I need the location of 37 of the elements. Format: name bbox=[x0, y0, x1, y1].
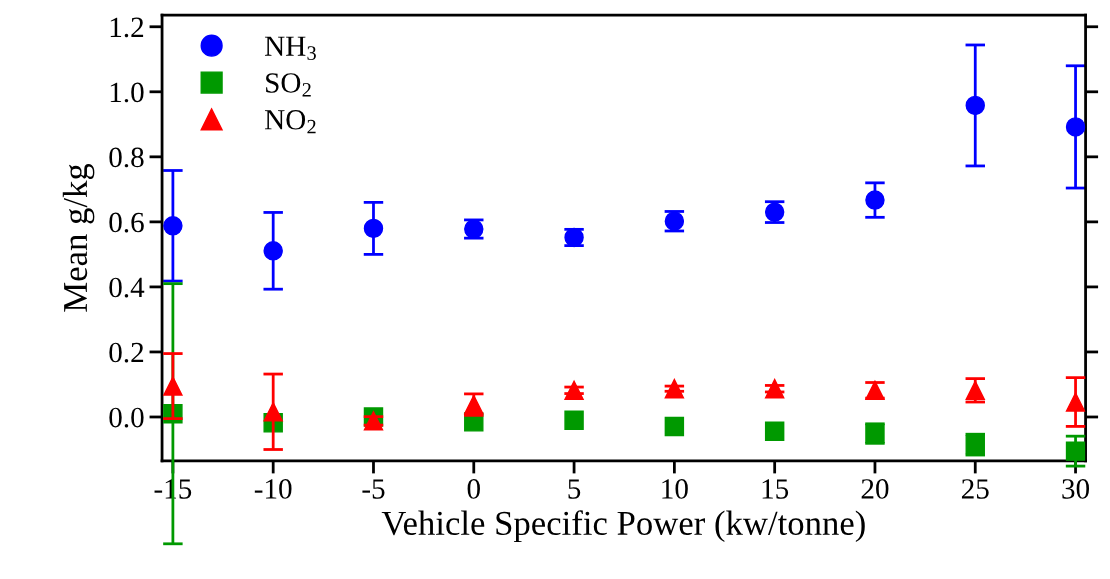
x-tick-label: 10 bbox=[662, 479, 688, 499]
y-tick-label: 0.4 bbox=[109, 277, 145, 298]
point bbox=[1065, 117, 1086, 137]
point bbox=[263, 402, 283, 422]
point bbox=[163, 216, 183, 236]
y-tick-label: 0.2 bbox=[109, 342, 144, 363]
point bbox=[263, 241, 283, 261]
x-tick-label: 5 bbox=[568, 479, 581, 499]
x-tick-label: -10 bbox=[254, 479, 292, 499]
y-tick-label: 0.6 bbox=[109, 212, 144, 233]
point bbox=[1065, 441, 1086, 461]
point bbox=[865, 190, 885, 210]
legend-label: SO$_{2}$ bbox=[266, 73, 311, 97]
point bbox=[363, 218, 384, 239]
point bbox=[163, 376, 183, 396]
point bbox=[764, 378, 785, 399]
y-tick-label: 1.2 bbox=[110, 17, 144, 38]
point bbox=[965, 95, 985, 116]
x-axis-title: Vehicle Specific Power (kw/tonne) bbox=[381, 510, 865, 543]
point bbox=[664, 378, 685, 399]
x-tick-label: 20 bbox=[861, 479, 889, 499]
x-tick-label: 0 bbox=[467, 479, 480, 499]
x-tick-label: 30 bbox=[1062, 479, 1090, 499]
y-tick-label: 1.0 bbox=[110, 82, 144, 103]
x-tick-label: -5 bbox=[362, 479, 385, 499]
x-tick-label: 25 bbox=[961, 479, 989, 499]
point bbox=[764, 421, 785, 442]
legend-label: NO$_{2}$ bbox=[264, 110, 316, 134]
point bbox=[564, 410, 584, 430]
x-tick-label: 15 bbox=[762, 479, 789, 499]
point bbox=[564, 380, 584, 401]
legend-label: NH$_{3}$ bbox=[264, 36, 316, 60]
point bbox=[1065, 392, 1086, 412]
y-tick-label: 0.0 bbox=[109, 407, 144, 428]
y-tick-label: 0.8 bbox=[109, 147, 144, 168]
point bbox=[664, 416, 685, 437]
y-axis-title: Mean g/kg bbox=[62, 163, 95, 312]
